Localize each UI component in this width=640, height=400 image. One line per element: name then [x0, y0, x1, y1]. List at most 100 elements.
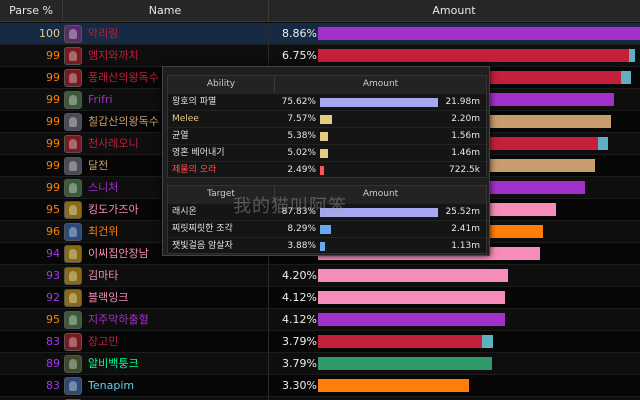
popup-row-amount: 21.98m: [445, 97, 480, 107]
popup-row-percent: 5.38%: [287, 131, 316, 141]
player-name-link[interactable]: 김마타: [88, 269, 119, 282]
amount-bar: [318, 269, 508, 282]
popup-row[interactable]: 왕호의 파멸 75.62% 21.98m: [168, 93, 486, 110]
parse-value: 96: [46, 225, 60, 238]
monk-icon: [64, 355, 82, 373]
table-row[interactable]: 99 엠지와까치 6.75%: [0, 45, 640, 67]
table-row[interactable]: 83 Tenapim 3.30%: [0, 375, 640, 397]
player-name-link[interactable]: 지주막하출혈: [88, 313, 149, 326]
warrior-icon: [64, 157, 82, 175]
amount-percent: 4.12%: [282, 313, 317, 326]
player-name-link[interactable]: 달전: [88, 159, 109, 172]
header-divider: [62, 0, 63, 22]
player-name-link[interactable]: Tenapim: [88, 379, 135, 392]
popup-row-label: 찌릿찌릿한 조각: [172, 224, 233, 234]
popup-row-percent: 7.57%: [287, 114, 316, 124]
amount-bar: [318, 313, 505, 326]
popup-row[interactable]: Melee 7.57% 2.20m: [168, 110, 486, 127]
player-name-link[interactable]: 알비백퉁크: [88, 357, 139, 370]
popup-row-bar: [320, 166, 324, 175]
secondary-amount-bar: [621, 71, 631, 84]
popup-row-label: Melee: [172, 114, 199, 124]
player-name-link[interactable]: 최건위: [88, 225, 119, 238]
player-name-link[interactable]: 악리링: [88, 27, 119, 40]
player-name-link[interactable]: 스니처: [88, 181, 119, 194]
column-divider: [268, 265, 269, 287]
player-name-link[interactable]: 엠지와까치: [88, 49, 139, 62]
player-name-link[interactable]: 퐁래산의왕독수: [88, 71, 159, 84]
popup-row[interactable]: 잿빛걸음 암살자 3.88% 1.13m: [168, 237, 486, 254]
table-row[interactable]: 89 알비백퉁크 3.79%: [0, 353, 640, 375]
column-divider: [268, 287, 269, 309]
amount-percent: 3.30%: [282, 379, 317, 392]
amount-percent: 3.79%: [282, 335, 317, 348]
popup-row-bar: [320, 242, 325, 251]
column-divider: [268, 23, 269, 45]
popup-row-label: 영혼 베어내기: [172, 148, 225, 158]
parse-value: 95: [46, 203, 60, 216]
header-divider: [274, 76, 275, 93]
table-row[interactable]: 95 지주막하출혈 4.12%: [0, 309, 640, 331]
player-name-link[interactable]: 장고민: [88, 335, 119, 348]
player-name-link[interactable]: 킹도가즈아: [88, 203, 139, 216]
warrior-icon: [64, 113, 82, 131]
header-divider: [268, 0, 269, 22]
ability-table: Ability Amount 왕호의 파멸 75.62% 21.98m Melee 7.…: [167, 75, 487, 178]
tooltip-popup: Ability Amount 왕호의 파멸 75.62% 21.98m Melee 7.…: [162, 66, 490, 256]
ability-column-header: Ability: [168, 76, 274, 93]
popup-row[interactable]: 제물의 오라 2.49% 722.5k: [168, 161, 486, 178]
popup-row-percent: 3.88%: [287, 241, 316, 251]
table-row[interactable]: 93 김마타 4.20%: [0, 265, 640, 287]
popup-row-amount: 1.46m: [451, 148, 480, 158]
table-row[interactable]: 100 악리링 8.86%: [0, 23, 640, 45]
player-name-link[interactable]: 블랙잉크: [88, 291, 129, 304]
parse-column-header[interactable]: Parse %: [9, 4, 53, 17]
popup-row-bar: [320, 132, 328, 141]
player-name-link[interactable]: 칠갑산의왕독수: [88, 115, 159, 128]
popup-row[interactable]: 찌릿찌릿한 조각 8.29% 2.41m: [168, 220, 486, 237]
amount-bar: [318, 49, 629, 62]
amount-percent: 4.12%: [282, 291, 317, 304]
parse-value: 95: [46, 313, 60, 326]
popup-row[interactable]: 영혼 베어내기 5.02% 1.46m: [168, 144, 486, 161]
amount-percent: 6.75%: [282, 49, 317, 62]
popup-row[interactable]: 균열 5.38% 1.56m: [168, 127, 486, 144]
popup-row-amount: 1.56m: [451, 131, 480, 141]
popup-row-percent: 87.83%: [281, 207, 316, 217]
secondary-amount-bar: [629, 49, 635, 62]
popup-row-amount: 1.13m: [451, 241, 480, 251]
parse-value: 99: [46, 159, 60, 172]
table-row[interactable]: 83 장고민 3.79%: [0, 331, 640, 353]
parse-value: 99: [46, 115, 60, 128]
table-header: Parse % Name Amount: [0, 0, 640, 22]
popup-row-bar: [320, 149, 328, 158]
parse-value: 94: [46, 247, 60, 260]
parse-value: 89: [46, 357, 60, 370]
table-row[interactable]: 92 블랙잉크 4.12%: [0, 287, 640, 309]
popup-row-bar: [320, 98, 438, 107]
amount-bar: [318, 379, 469, 392]
amount-bar: [318, 335, 482, 348]
column-divider: [268, 397, 269, 400]
player-name-link[interactable]: 천사레오니: [88, 137, 139, 150]
paladin-icon: [64, 201, 82, 219]
secondary-amount-bar: [598, 137, 608, 150]
name-column-header[interactable]: Name: [148, 4, 182, 17]
popup-row[interactable]: 래시온 87.83% 25.52m: [168, 203, 486, 220]
column-divider: [268, 331, 269, 353]
death-knight-icon: [64, 69, 82, 87]
column-divider: [268, 353, 269, 375]
paladin-icon: [64, 289, 82, 307]
demon-hunter-icon: [64, 311, 82, 329]
amount-percent: 8.86%: [282, 27, 317, 40]
popup-row-label: 균열: [172, 131, 189, 141]
amount-bar: [318, 291, 505, 304]
player-name-link[interactable]: Frifri: [88, 93, 113, 106]
popup-row-percent: 8.29%: [287, 224, 316, 234]
popup-row-amount: 2.20m: [451, 114, 480, 124]
amount-column-header[interactable]: Amount: [432, 4, 476, 17]
popup-row-label: 제물의 오라: [172, 165, 217, 175]
popup-row-label: 래시온: [172, 207, 197, 217]
death-knight-icon: [64, 47, 82, 65]
player-name-link[interactable]: 이씨집안장남: [88, 247, 149, 260]
